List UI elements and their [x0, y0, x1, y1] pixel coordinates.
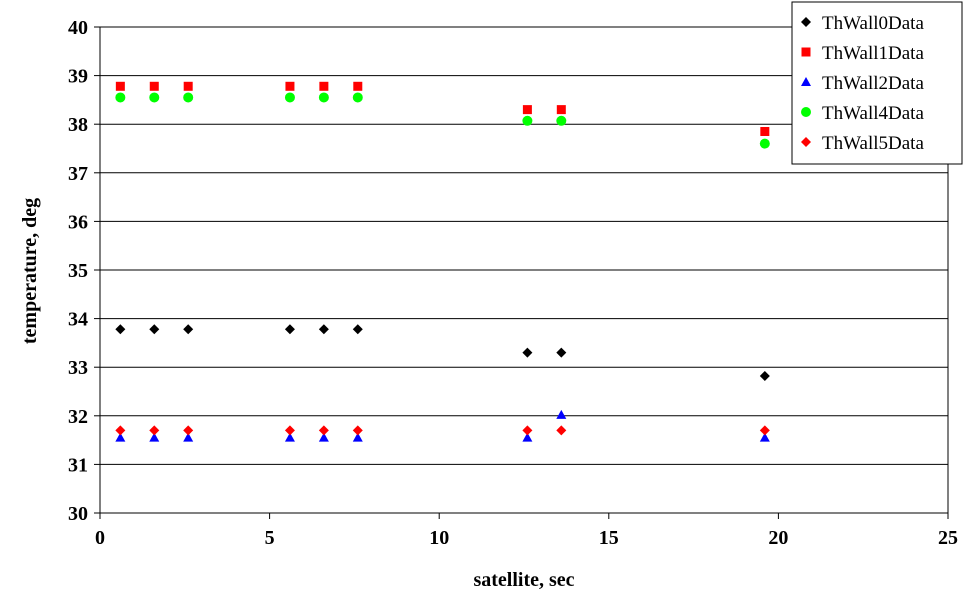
x-tick-label: 20 — [768, 527, 788, 549]
legend-marker-ThWall4Data — [801, 107, 811, 117]
data-point-ThWall5Data — [149, 425, 160, 436]
x-axis-title: satellite, sec — [473, 569, 574, 591]
data-point-ThWall4Data — [183, 92, 194, 103]
y-tick-label: 34 — [68, 309, 88, 331]
data-point-ThWall4Data — [318, 92, 329, 103]
data-point-ThWall2Data — [352, 432, 363, 442]
data-point-ThWall0Data — [318, 324, 329, 335]
data-point-ThWall5Data — [556, 425, 567, 436]
series-3 — [115, 92, 770, 149]
data-point-ThWall0Data — [284, 324, 295, 335]
y-tick-label: 32 — [68, 406, 88, 428]
y-tick-label: 38 — [68, 114, 88, 136]
data-point-ThWall1Data — [183, 81, 193, 91]
x-tick-label: 15 — [599, 527, 619, 549]
y-tick-label: 40 — [68, 17, 88, 39]
series-1 — [115, 81, 770, 136]
data-point-ThWall5Data — [352, 425, 363, 436]
series-2 — [115, 409, 770, 442]
data-point-ThWall0Data — [115, 324, 126, 335]
data-point-ThWall5Data — [318, 425, 329, 436]
x-tick-label: 5 — [265, 527, 275, 549]
series-0 — [115, 324, 770, 381]
data-point-ThWall5Data — [183, 425, 194, 436]
data-point-ThWall2Data — [522, 432, 533, 442]
x-tick-label: 0 — [95, 527, 105, 549]
data-point-ThWall4Data — [115, 92, 126, 103]
legend-marker-ThWall1Data — [801, 47, 811, 57]
series-4 — [115, 425, 770, 436]
legend-marker-ThWall0Data — [801, 17, 811, 27]
data-point-ThWall2Data — [556, 409, 567, 419]
data-point-ThWall2Data — [183, 432, 194, 442]
y-tick-label: 33 — [68, 357, 88, 379]
legend-label: ThWall5Data — [822, 133, 924, 154]
legend-label: ThWall1Data — [822, 43, 924, 64]
data-point-ThWall0Data — [759, 370, 770, 381]
data-point-ThWall4Data — [556, 115, 567, 126]
y-tick-label: 31 — [68, 454, 88, 476]
legend-label: ThWall0Data — [822, 13, 924, 34]
y-tick-label: 36 — [68, 211, 88, 233]
gridlines — [100, 75, 948, 465]
data-point-ThWall4Data — [149, 92, 160, 103]
data-point-ThWall2Data — [759, 432, 770, 442]
data-point-ThWall2Data — [318, 432, 329, 442]
data-point-ThWall5Data — [759, 425, 770, 436]
data-point-ThWall0Data — [149, 324, 160, 335]
legend-box — [791, 1, 963, 165]
data-point-ThWall1Data — [319, 81, 329, 91]
axes — [94, 26, 949, 519]
data-point-ThWall0Data — [183, 324, 194, 335]
data-points — [115, 81, 770, 442]
data-point-ThWall4Data — [522, 115, 533, 126]
y-tick-label: 35 — [68, 260, 88, 282]
data-point-ThWall5Data — [522, 425, 533, 436]
data-point-ThWall1Data — [522, 105, 532, 115]
data-point-ThWall5Data — [284, 425, 295, 436]
data-point-ThWall2Data — [284, 432, 295, 442]
legend-label: ThWall4Data — [822, 103, 924, 124]
y-tick-label: 30 — [68, 503, 88, 525]
tick-labels: 30 31 32 33 34 35 36 37 38 39 40 0 5 10 15 20 25 — [68, 17, 958, 549]
data-point-ThWall5Data — [115, 425, 126, 436]
data-point-ThWall1Data — [115, 81, 125, 91]
data-point-ThWall1Data — [353, 81, 363, 91]
data-point-ThWall0Data — [352, 324, 363, 335]
data-point-ThWall2Data — [115, 432, 126, 442]
data-point-ThWall1Data — [285, 81, 295, 91]
y-axis-title: temperature, deg — [19, 198, 41, 344]
y-tick-label: 37 — [68, 163, 88, 185]
data-point-ThWall0Data — [522, 347, 533, 358]
data-point-ThWall2Data — [149, 432, 160, 442]
legend: ThWall0Data ThWall1Data ThWall2Data ThWall4… — [791, 1, 963, 165]
x-tick-label: 25 — [938, 527, 958, 549]
legend-label: ThWall2Data — [822, 73, 924, 94]
data-point-ThWall0Data — [556, 347, 567, 358]
data-point-ThWall4Data — [759, 138, 770, 149]
legend-marker-ThWall5Data — [801, 137, 811, 147]
data-point-ThWall4Data — [352, 92, 363, 103]
legend-marker-ThWall2Data — [801, 77, 811, 86]
y-tick-label: 39 — [68, 66, 88, 88]
data-point-ThWall1Data — [149, 81, 159, 91]
data-point-ThWall4Data — [284, 92, 295, 103]
data-point-ThWall1Data — [760, 126, 770, 136]
x-tick-label: 10 — [429, 527, 449, 549]
data-point-ThWall1Data — [556, 105, 566, 115]
